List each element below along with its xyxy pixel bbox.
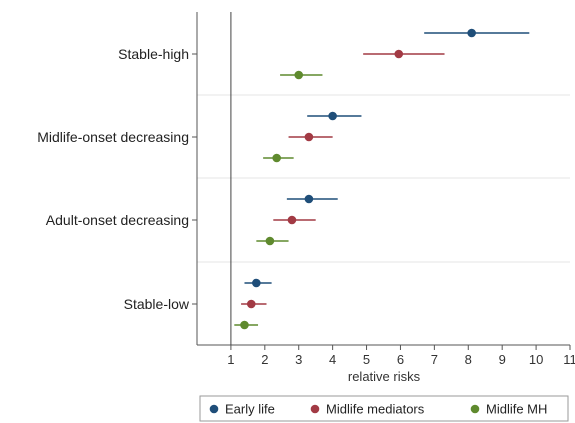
data-point — [467, 28, 476, 38]
group-separators — [197, 94, 570, 263]
x-tick-label: 7 — [431, 352, 438, 367]
data-point — [246, 299, 256, 309]
legend-marker — [310, 404, 320, 414]
category-label: Stable-low — [124, 296, 190, 312]
x-tick-label: 11 — [563, 352, 575, 367]
x-axis-title: relative risks — [348, 369, 421, 384]
data-point — [394, 49, 404, 59]
legend-box — [199, 395, 569, 422]
data-point — [304, 194, 314, 204]
category-labels: Stable-high Midlife-onset decreasing Adult… — [37, 46, 197, 312]
legend-marker — [209, 404, 219, 414]
data-point — [240, 320, 249, 330]
data-point — [287, 215, 297, 225]
x-ticks: 1 2 3 4 5 6 7 8 9 10 11 — [227, 345, 575, 367]
data-point — [252, 278, 261, 288]
category-label: Adult-onset decreasing — [46, 212, 189, 228]
x-tick-label: 5 — [363, 352, 370, 367]
data-point — [328, 111, 337, 121]
x-tick-label: 8 — [465, 352, 472, 367]
data-point — [304, 132, 314, 142]
x-tick-label: 10 — [529, 352, 543, 367]
legend-label: Midlife mediators — [326, 402, 425, 417]
legend-label: Early life — [225, 402, 275, 417]
data-marks — [234, 28, 530, 330]
legend: Early life Midlife mediators Midlife MH — [199, 395, 569, 422]
x-tick-label: 2 — [261, 352, 268, 367]
category-label: Midlife-onset decreasing — [37, 129, 189, 145]
data-point — [265, 236, 275, 246]
x-tick-label: 9 — [499, 352, 506, 367]
legend-marker — [470, 404, 480, 414]
category-label: Stable-high — [118, 46, 189, 62]
x-tick-label: 3 — [295, 352, 302, 367]
x-tick-label: 4 — [329, 352, 336, 367]
data-point — [272, 153, 281, 163]
legend-label: Midlife MH — [486, 402, 547, 417]
axes — [196, 12, 570, 346]
x-tick-label: 1 — [227, 352, 234, 367]
x-tick-label: 6 — [397, 352, 404, 367]
data-point — [294, 70, 304, 80]
